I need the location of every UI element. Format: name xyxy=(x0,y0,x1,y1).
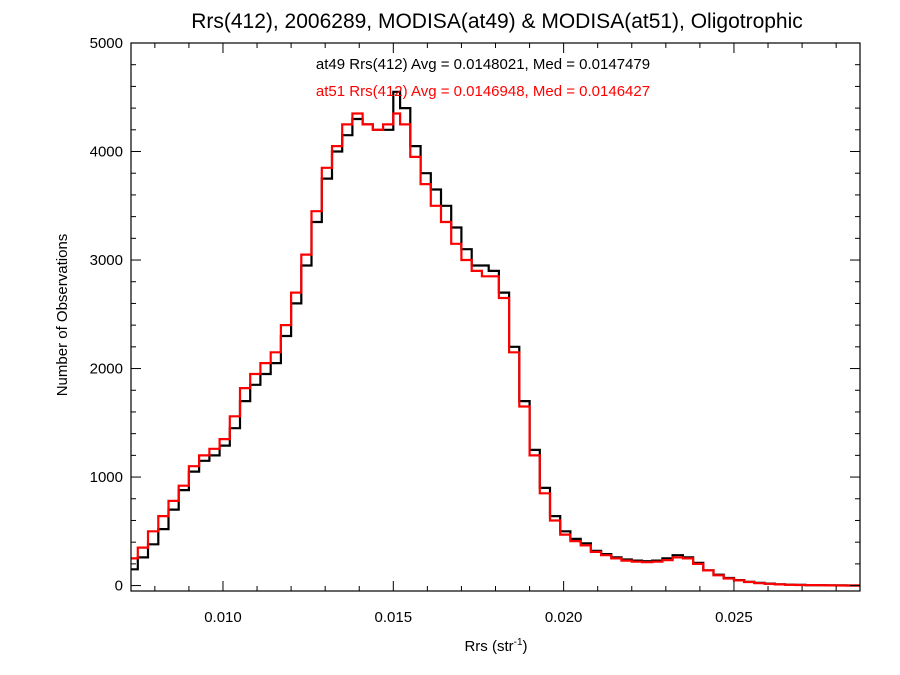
x-axis: 0.010 0.015 0.020 0.025 xyxy=(154,43,837,626)
y-tick-label: 4000 xyxy=(90,144,123,161)
y-axis-label: Number of Observations xyxy=(54,234,71,397)
series-line-0 xyxy=(131,90,860,587)
x-axis-label-close: ) xyxy=(523,638,528,655)
y-tick-label: 3000 xyxy=(90,252,123,269)
y-axis: 0 1000 2000 3000 4000 5000 xyxy=(90,35,860,595)
x-tick-label: 0.020 xyxy=(545,609,583,626)
x-tick-label: 0.010 xyxy=(204,609,242,626)
x-tick-label: 0.025 xyxy=(715,609,753,626)
annotation-at51: at51 Rrs(412) Avg = 0.0146948, Med = 0.0… xyxy=(316,83,650,100)
chart-title: Rrs(412), 2006289, MODISA(at49) & MODISA… xyxy=(191,10,803,33)
x-axis-label-text: Rrs (str xyxy=(464,638,513,655)
y-tick-label: 2000 xyxy=(90,361,123,378)
x-axis-label-superscript: -1 xyxy=(514,637,523,648)
y-tick-label: 5000 xyxy=(90,35,123,52)
annotation-at49: at49 Rrs(412) Avg = 0.0148021, Med = 0.0… xyxy=(316,56,650,73)
y-tick-label: 0 xyxy=(115,578,123,595)
x-axis-label: Rrs (str-1) xyxy=(464,637,527,655)
series-line-1 xyxy=(131,112,860,587)
y-tick-label: 1000 xyxy=(90,469,123,486)
plot-area xyxy=(131,90,860,587)
plot-frame xyxy=(130,42,861,592)
x-tick-label: 0.015 xyxy=(375,609,413,626)
